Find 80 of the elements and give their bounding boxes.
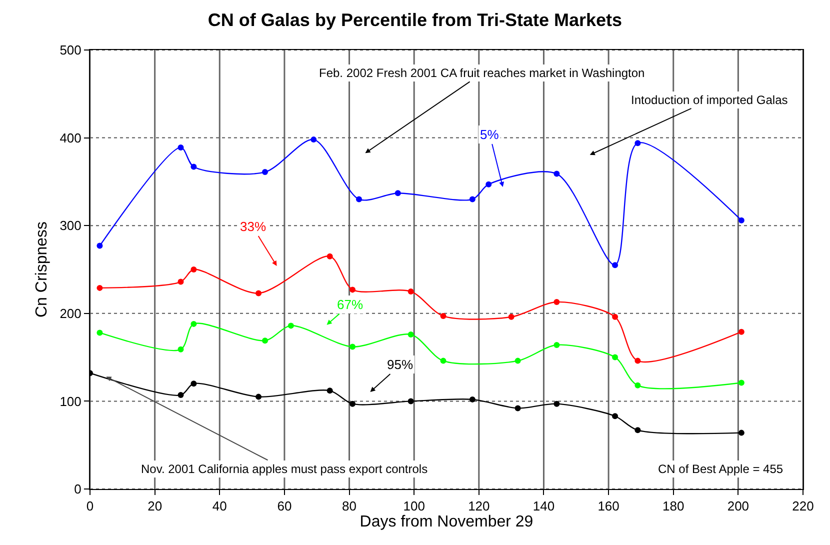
point — [190, 380, 197, 387]
annotation: Feb. 2002 Fresh 2001 CA fruit reaches market in Washington — [319, 66, 645, 80]
point — [612, 314, 618, 320]
point — [612, 413, 618, 420]
point — [634, 382, 641, 388]
x-tick-label: 140 — [532, 498, 555, 514]
point — [262, 338, 268, 344]
point — [440, 358, 446, 364]
y-tick-label: 300 — [60, 218, 82, 234]
point — [408, 398, 414, 404]
point — [178, 278, 184, 285]
point — [190, 164, 197, 170]
point — [469, 396, 476, 402]
chart-title: CN of Galas by Percentile from Tri-State Markets — [208, 10, 622, 30]
point — [612, 354, 618, 360]
point — [256, 394, 262, 400]
point — [554, 342, 560, 348]
point — [190, 320, 197, 327]
x-tick-label: 80 — [342, 498, 357, 514]
point — [256, 290, 262, 296]
x-tick-label: 120 — [468, 498, 490, 514]
x-tick-label: 40 — [212, 498, 227, 514]
point — [554, 170, 560, 177]
x-tick-label: 220 — [792, 498, 814, 514]
point — [514, 358, 521, 364]
point — [408, 288, 414, 294]
point — [350, 344, 356, 350]
annotation: CN of Best Apple = 455 — [658, 462, 784, 476]
annotation: Intoduction of imported Galas — [631, 93, 788, 107]
y-tick-label: 400 — [60, 130, 82, 146]
point — [96, 330, 103, 336]
point — [738, 380, 744, 386]
point — [288, 322, 294, 329]
point — [96, 284, 103, 291]
point — [178, 144, 184, 150]
point — [469, 196, 476, 202]
point — [96, 242, 103, 249]
point — [554, 400, 560, 407]
x-tick-label: 200 — [727, 498, 750, 514]
point — [326, 253, 333, 260]
x-axis-title: Days from November 29 — [360, 514, 534, 531]
point — [350, 286, 356, 293]
point — [178, 392, 184, 398]
y-axis-title: Cn Crispness — [34, 221, 51, 318]
point — [738, 217, 744, 224]
y-tick-label: 0 — [74, 482, 82, 497]
x-tick-label: 180 — [662, 498, 684, 514]
point — [310, 136, 317, 143]
point — [356, 196, 362, 202]
point — [634, 358, 641, 364]
x-tick-label: 0 — [86, 498, 94, 514]
point — [190, 266, 197, 272]
point — [486, 181, 492, 188]
point — [738, 328, 744, 335]
x-tick-label: 160 — [598, 498, 620, 514]
point — [440, 313, 446, 320]
y-tick-label: 200 — [60, 306, 82, 321]
annotation: 95% — [387, 357, 414, 372]
annotation: 33% — [240, 219, 266, 234]
y-tick-label: 500 — [60, 42, 82, 58]
point — [634, 140, 641, 146]
point — [178, 346, 184, 352]
point — [554, 298, 560, 305]
point — [394, 190, 401, 196]
point — [408, 331, 414, 338]
point — [634, 427, 641, 434]
point — [612, 262, 618, 268]
annotation: 67% — [337, 297, 364, 312]
point — [350, 400, 356, 407]
x-tick-label: 20 — [148, 498, 162, 514]
point — [738, 430, 744, 436]
point — [508, 314, 514, 320]
y-tick-label: 100 — [60, 394, 82, 409]
x-tick-label: 100 — [403, 498, 425, 514]
point — [326, 388, 333, 394]
annotation: Nov. 2001 California apples must pass export controls — [141, 462, 428, 476]
x-tick-label: 60 — [277, 498, 292, 514]
annotation: 5% — [480, 127, 500, 142]
point — [514, 405, 521, 412]
point — [262, 169, 268, 176]
